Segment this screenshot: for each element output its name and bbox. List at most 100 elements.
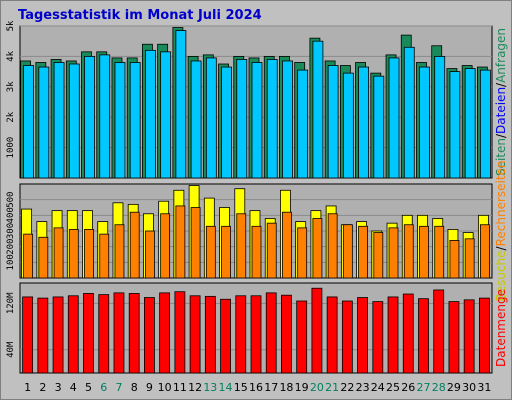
y-tick-label: 1000 [6,137,16,159]
bar-datenmenge-day-11 [174,291,186,374]
x-tick-label-day-5: 5 [85,381,92,394]
bar-datenmenge-day-13 [204,295,216,374]
bar-datenmenge-day-28 [433,289,445,374]
x-tick-label-day-4: 4 [70,381,77,394]
bar-dateien-day-30 [464,68,476,179]
y-tick-label: 5k [6,20,16,31]
bar-datenmenge-day-24 [372,301,384,374]
x-tick-label-day-6: 6 [100,381,107,394]
bar-datenmenge-day-30 [463,299,475,374]
bar-dateien-day-29 [449,71,461,179]
x-tick-label-day-28: 28 [432,381,446,394]
bar-datenmenge-day-23 [357,297,368,374]
bar-datenmenge-day-21 [326,296,338,374]
right-axis-label-part: / [494,82,508,87]
bar-dateien-day-1 [23,65,35,179]
x-tick-label-day-17: 17 [264,381,278,394]
right-axis-label-part: Seiten [494,138,508,176]
bar-datenmenge-day-14 [220,298,231,374]
bar-dateien-day-26 [403,46,415,179]
bar-datenmenge-day-5 [83,293,94,374]
right-axis-label-part: Rechnerseiten [494,160,508,246]
bar-rechnerseiten-day-18 [282,211,292,279]
bar-rechnerseiten-day-3 [53,227,64,279]
bar-datenmenge-day-6 [98,294,110,374]
bar-dateien-day-17 [266,59,278,179]
bar-datenmenge-day-27 [418,298,429,374]
bar-dateien-day-25 [388,57,400,179]
right-axis-label-part: Datenmenge [494,289,508,367]
bar-rechnerseiten-day-10 [160,213,171,279]
bar-rechnerseiten-day-22 [342,224,353,279]
bar-datenmenge-day-18 [281,294,292,374]
y-tick-label: 300 [6,223,16,239]
bar-dateien-day-10 [160,51,172,179]
x-tick-label-day-3: 3 [55,381,62,394]
bar-rechnerseiten-day-26 [403,224,414,279]
bar-rechnerseiten-day-4 [68,229,79,279]
bar-rechnerseiten-day-19 [297,227,308,279]
right-axis-label-part: Dateien [494,87,508,134]
x-tick-label-day-29: 29 [447,381,461,394]
right-axis-label-part: / [494,133,508,138]
y-tick-label: 120M [6,292,16,314]
bar-dateien-day-11 [175,30,187,179]
x-tick-label-day-14: 14 [219,381,233,394]
x-axis-day-labels: 1 2 3 4 5 6 7 8 9 10 11 12 13 14 15 16 17 18 19 20 21 22 23 24 2… [24,381,491,394]
x-tick-label-day-25: 25 [386,381,400,394]
right-axis-label-volume: Datenmenge [494,289,508,367]
bar-datenmenge-day-8 [128,293,140,374]
bar-dateien-day-19 [297,69,309,179]
bar-datenmenge-day-20 [311,287,323,374]
bar-rechnerseiten-day-31 [479,224,490,279]
bar-rechnerseiten-day-1 [23,233,34,279]
bar-datenmenge-day-16 [250,295,262,374]
right-axis-label-part: Besuche [494,250,508,301]
x-tick-label-day-24: 24 [371,381,385,394]
bar-dateien-day-28 [434,56,446,179]
bar-rechnerseiten-day-21 [327,213,338,279]
x-tick-label-day-1: 1 [24,381,31,394]
bar-datenmenge-day-12 [189,295,201,374]
bar-dateien-day-3 [53,62,65,179]
bar-dateien-day-5 [84,56,95,179]
bar-rechnerseiten-day-29 [449,239,460,279]
y-tick-label: 2k [6,111,16,122]
bar-rechnerseiten-day-27 [419,225,429,279]
bar-datenmenge-day-19 [296,300,308,374]
bar-rechnerseiten-day-17 [266,222,277,279]
bar-datenmenge-day-25 [387,296,399,374]
x-tick-label-day-22: 22 [340,381,354,394]
x-tick-label-day-8: 8 [131,381,138,394]
bar-dateien-day-16 [251,62,263,179]
y-tick-label: 100 [6,254,16,270]
bar-rechnerseiten-day-23 [358,225,368,279]
chart-title: Tagesstatistik im Monat Juli 2024 [18,8,262,23]
bar-dateien-day-18 [282,60,293,179]
bar-rechnerseiten-day-6 [99,233,110,279]
right-axis-label-visits: Besuche/Rechnerseiten [494,160,508,301]
bar-dateien-day-7 [114,62,126,179]
bar-dateien-day-2 [38,66,50,179]
y-tick-label: 400 [6,207,16,223]
bar-datenmenge-day-1 [22,296,34,374]
bar-rechnerseiten-day-2 [38,236,49,279]
bar-rechnerseiten-day-11 [175,205,186,279]
bar-datenmenge-day-10 [159,292,171,374]
bar-dateien-day-6 [99,54,111,179]
bar-dateien-day-24 [373,75,385,179]
bar-rechnerseiten-day-20 [312,218,323,279]
bar-rechnerseiten-day-16 [251,225,262,279]
bar-datenmenge-day-3 [52,296,64,374]
bar-dateien-day-4 [68,63,80,179]
x-tick-label-day-16: 16 [249,381,263,394]
bar-datenmenge-day-4 [67,295,79,374]
bar-dateien-day-9 [145,49,156,179]
bar-dateien-day-31 [479,69,491,179]
bar-datenmenge-day-31 [478,297,490,374]
chart-panels: 10002k3k4k5kSeiten/Dateien/Anfragen10020… [6,20,508,374]
bar-rechnerseiten-day-15 [236,213,247,279]
bar-dateien-day-13 [205,57,217,179]
